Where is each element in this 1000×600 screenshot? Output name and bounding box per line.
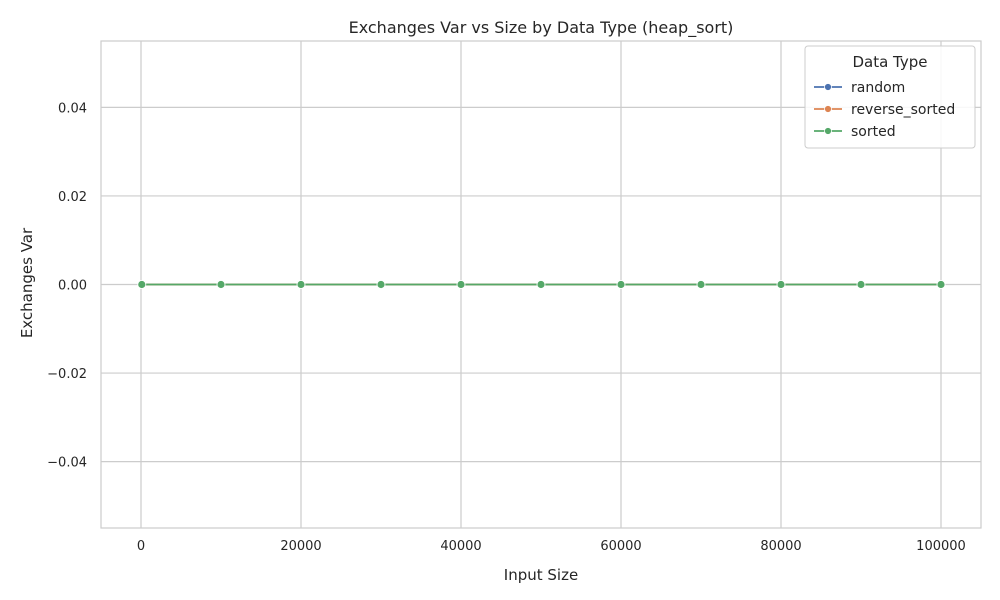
y-tick-label: −0.02 (47, 367, 87, 382)
data-point (616, 280, 626, 289)
y-axis: −0.04 −0.02 0.00 0.02 0.04 (47, 101, 87, 470)
legend-marker (824, 105, 832, 113)
legend-marker (824, 127, 832, 135)
legend-box (804, 45, 976, 149)
data-point (776, 280, 786, 289)
data-point (296, 280, 306, 289)
x-axis: 0 20000 40000 60000 80000 100000 (137, 539, 966, 554)
x-tick-label: 80000 (760, 539, 801, 554)
plot-area (100, 40, 982, 529)
legend-label: reverse_sorted (851, 102, 955, 118)
x-tick-label: 60000 (600, 539, 641, 554)
legend-item-random: random (814, 80, 905, 96)
x-tick-label: 0 (137, 539, 145, 554)
legend-marker (824, 83, 832, 91)
legend-item-reverse_sorted: reverse_sorted (814, 102, 955, 118)
x-tick-label: 40000 (440, 539, 481, 554)
data-point (936, 280, 946, 289)
series-sorted (137, 280, 946, 289)
y-tick-label: 0.02 (58, 190, 87, 205)
legend-item-sorted: sorted (814, 124, 896, 140)
y-tick-label: 0.00 (58, 279, 87, 294)
data-point (376, 280, 386, 289)
x-tick-label: 100000 (916, 539, 966, 554)
data-point (216, 280, 226, 289)
chart-title: Exchanges Var vs Size by Data Type (heap… (349, 18, 734, 38)
x-axis-label: Input Size (504, 566, 578, 584)
y-tick-label: −0.04 (47, 456, 87, 471)
legend-title: Data Type (852, 53, 927, 71)
legend-label: random (851, 80, 905, 96)
data-point (456, 280, 466, 289)
x-tick-label: 20000 (280, 539, 321, 554)
data-point (856, 280, 866, 289)
series-layer (137, 280, 946, 289)
y-axis-label: Exchanges Var (18, 227, 36, 338)
data-point (137, 280, 147, 289)
y-tick-label: 0.04 (58, 101, 87, 116)
data-point (696, 280, 706, 289)
legend-label: sorted (851, 124, 896, 140)
data-point (536, 280, 546, 289)
